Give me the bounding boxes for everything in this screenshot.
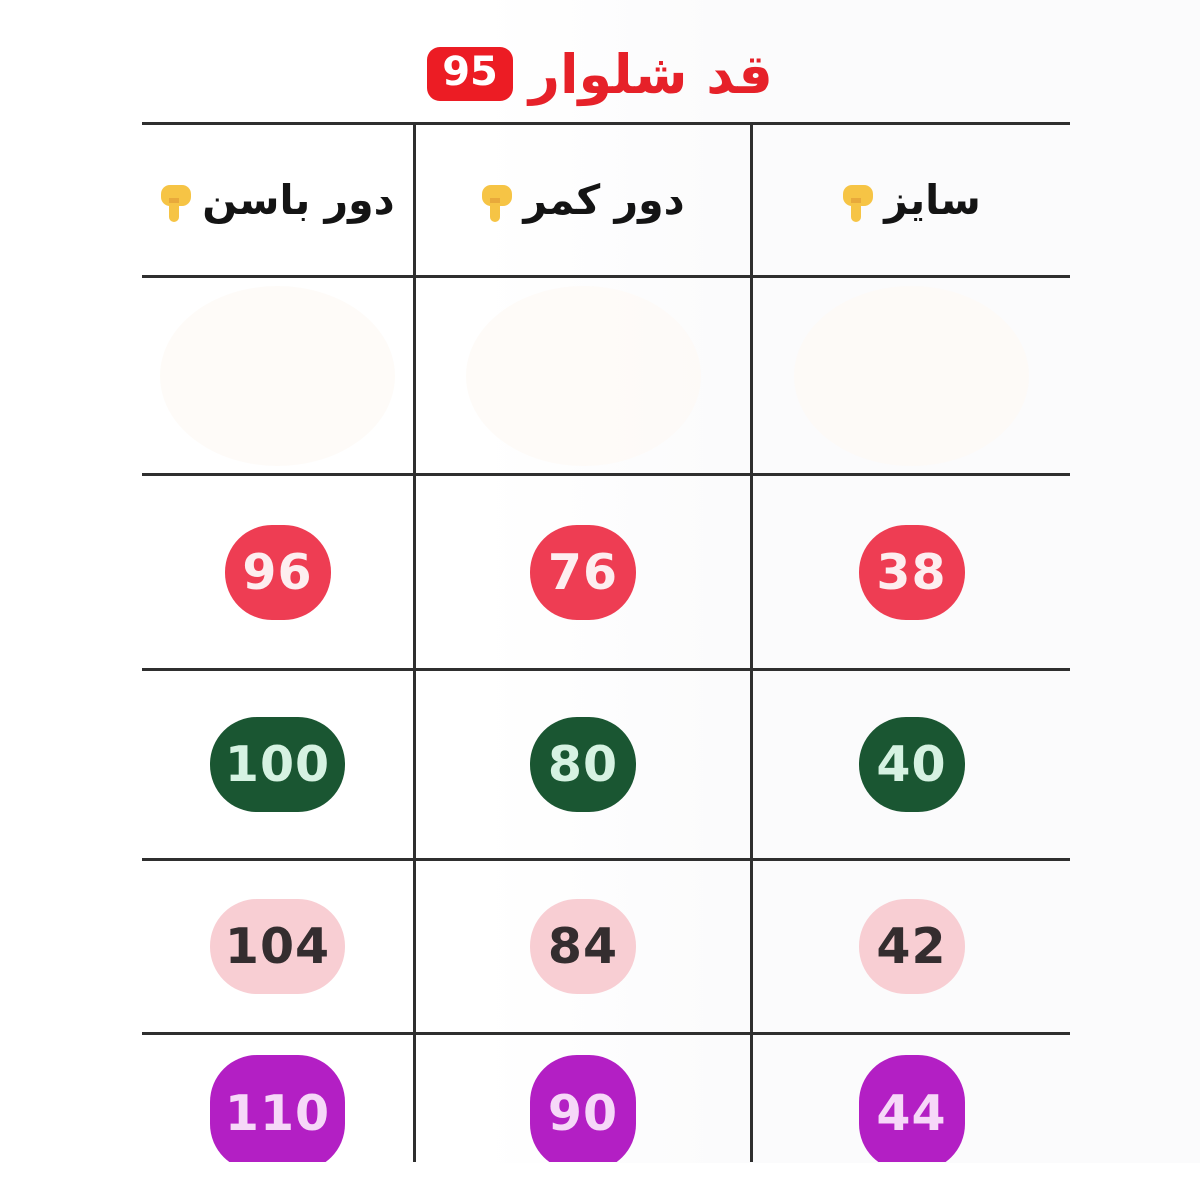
table-row-size-38: 96 76 38: [142, 473, 1070, 668]
column-header-size-label: سایز: [884, 176, 981, 224]
hip-badge: 96: [224, 524, 331, 620]
table-cell: 90: [413, 1035, 753, 1162]
table-cell: 100: [142, 671, 413, 858]
column-header-hip: دور باسن: [142, 125, 413, 275]
erased-badge: [160, 285, 395, 466]
pointing-down-icon: [482, 185, 513, 222]
table-cell: 104: [142, 861, 413, 1032]
table-cell: 42: [753, 861, 1070, 1032]
hip-badge: 104: [209, 899, 346, 994]
table-header-row: دور باسن دور کمر سایز: [142, 122, 1070, 275]
table-cell: 80: [413, 671, 753, 858]
table-cell: 96: [142, 476, 413, 668]
size-badge: 42: [858, 899, 965, 994]
erased-badge: [465, 285, 701, 466]
title-text: قد شلوار: [528, 42, 773, 106]
pointing-down-icon: [843, 185, 874, 222]
erased-badge: [794, 285, 1029, 466]
table-cell: 76: [413, 476, 753, 668]
table-cell: 38: [753, 476, 1070, 668]
waist-badge: 90: [530, 1055, 636, 1162]
size-badge: 44: [858, 1055, 965, 1162]
column-header-waist: دور کمر: [413, 125, 753, 275]
size-badge: 40: [858, 717, 965, 812]
table-cell: 110: [142, 1035, 413, 1162]
table-cell: [753, 278, 1070, 473]
page-title: قد شلوار 95: [0, 34, 1200, 114]
table-cell: 40: [753, 671, 1070, 858]
table-row-size-40: 100 80 40: [142, 668, 1070, 858]
column-header-hip-label: دور باسن: [202, 176, 395, 224]
table-cell: 84: [413, 861, 753, 1032]
pointing-down-icon: [161, 185, 192, 222]
table-cell: [142, 278, 413, 473]
column-header-size: سایز: [753, 125, 1070, 275]
size-badge: 38: [858, 524, 965, 620]
table-row-erased: [142, 275, 1070, 473]
hip-badge: 110: [209, 1055, 346, 1162]
waist-badge: 84: [530, 899, 636, 994]
table-cell: [413, 278, 753, 473]
hip-badge: 100: [209, 717, 346, 812]
size-table: دور باسن دور کمر سایز: [142, 122, 1070, 1162]
table-row-size-44: 110 90 44: [142, 1032, 1070, 1162]
waist-badge: 80: [530, 717, 636, 812]
table-row-size-42: 104 84 42: [142, 858, 1070, 1032]
column-header-waist-label: دور کمر: [523, 176, 685, 224]
waist-badge: 76: [530, 524, 636, 620]
pants-length-badge: 95: [427, 47, 513, 101]
table-cell: 44: [753, 1035, 1070, 1162]
